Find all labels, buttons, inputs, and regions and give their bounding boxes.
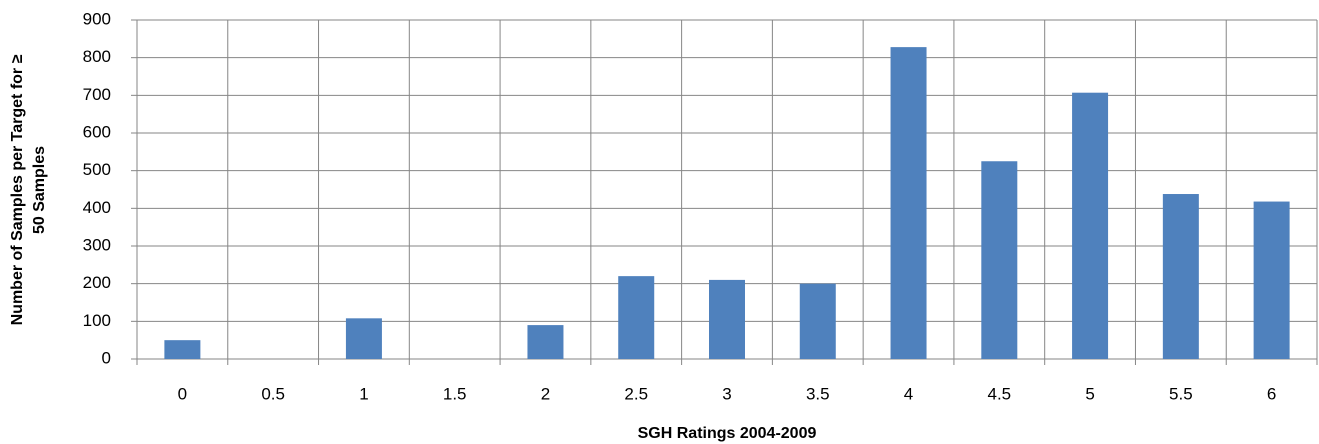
x-tick-label: 3.5 [806,384,830,403]
y-tick-label: 0 [102,348,111,367]
y-tick-label: 600 [83,122,111,141]
bar [618,276,655,359]
x-tick-label: 4 [904,384,913,403]
y-axis-title-line: 50 Samples [31,146,48,234]
x-tick-label: 0.5 [261,384,285,403]
bar [1072,92,1109,360]
y-tick-label: 700 [83,85,111,104]
bar [527,325,564,359]
x-tick-label: 2.5 [624,384,648,403]
y-axis-title-line: Number of Samples per Target for ≥ [9,54,26,325]
bar [890,47,927,360]
y-tick-label: 100 [83,311,111,330]
y-tick-label: 200 [83,273,111,292]
y-tick-label: 800 [83,47,111,66]
bar [164,340,201,359]
x-tick-label: 1 [359,384,368,403]
x-tick-label: 6 [1267,384,1276,403]
y-tick-label: 300 [83,235,111,254]
x-tick-label: 3 [722,384,731,403]
y-tick-label: 900 [83,9,111,28]
y-tick-label: 400 [83,198,111,217]
bar [345,318,382,359]
bar [1253,201,1290,359]
y-axis-title: Number of Samples per Target for ≥ 50 Sa… [9,54,48,325]
x-tick-label: 0 [178,384,187,403]
x-tick-label: 4.5 [987,384,1011,403]
bar [981,161,1018,359]
y-tick-label: 500 [83,160,111,179]
x-axis-title: SGH Ratings 2004-2009 [638,425,817,442]
x-tick-label: 5.5 [1169,384,1193,403]
x-tick-label: 2 [541,384,550,403]
bar [1162,194,1199,359]
bar [799,283,836,359]
x-tick-label: 5 [1085,384,1094,403]
x-tick-label: 1.5 [443,384,467,403]
bar [709,279,745,359]
